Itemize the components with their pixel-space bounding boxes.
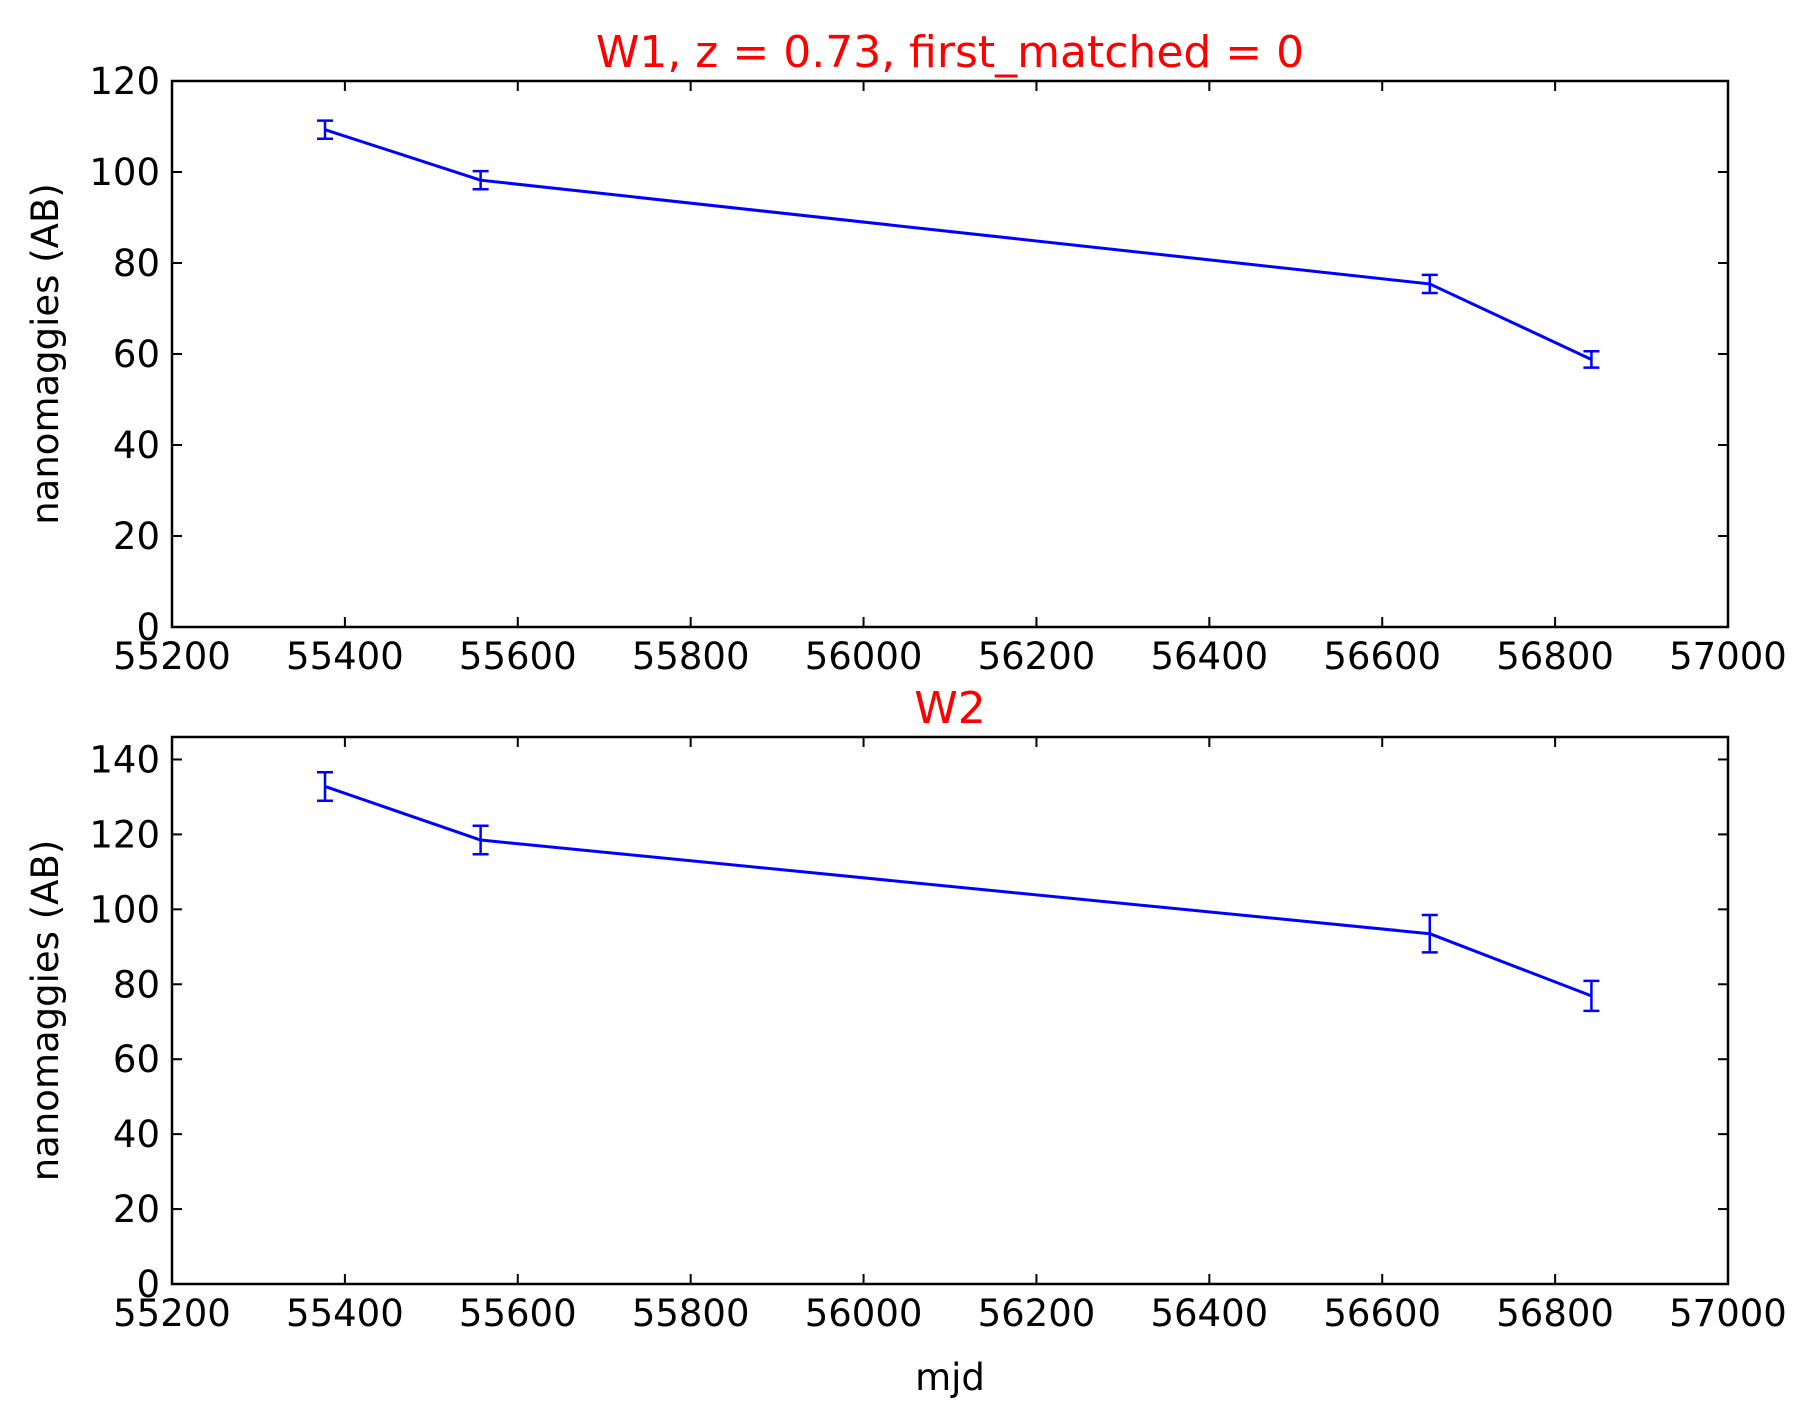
panel-2-ytick-label: 20 [113, 1188, 160, 1231]
panel-2-xtick-label: 56600 [1323, 1292, 1441, 1335]
panel-1-xtick-label: 56800 [1496, 635, 1614, 678]
panel-1-ylabel: nanomaggies (AB) [24, 183, 67, 525]
panel-2-xtick-label: 56800 [1496, 1292, 1614, 1335]
panel-1-ytick-label: 40 [113, 424, 160, 467]
panel-1-axes-frame [170, 79, 1730, 629]
panel-1-title: W1, z = 0.73, first_matched = 0 [596, 27, 1304, 78]
panel-2-series-line [324, 785, 1592, 998]
panel-2-xtick-label: 55400 [286, 1292, 404, 1335]
panel-2-ylabel: nanomaggies (AB) [24, 840, 67, 1182]
panel-1-xtick-label: 56600 [1323, 635, 1441, 678]
panel-2-xtick-label: 56400 [1150, 1292, 1268, 1335]
panel-2-xtick-label: 56000 [805, 1292, 923, 1335]
panel-2-ytick-label: 0 [136, 1263, 160, 1306]
panel-1-ytick-label: 80 [113, 242, 160, 285]
panel-2-ytick-label: 120 [89, 813, 160, 856]
panel-2-xtick-label: 55600 [459, 1292, 577, 1335]
panel-2-ytick-label: 140 [89, 738, 160, 781]
panel-1-xtick-label: 56000 [805, 635, 923, 678]
panel-1-xtick-label: 57000 [1669, 635, 1787, 678]
panel-1-ytick-label: 100 [89, 151, 160, 194]
panel-2-axes-frame [170, 735, 1730, 1286]
panel-1-xtick-label: 55600 [459, 635, 577, 678]
panel-2-xtick-label: 56200 [978, 1292, 1096, 1335]
panel-2-ytick-label: 60 [113, 1038, 160, 1081]
panel-1-xtick-label: 56200 [978, 635, 1096, 678]
panel-2-xtick-label: 55200 [113, 1292, 231, 1335]
panel-1-series-line [324, 128, 1593, 361]
panel-1-ytick-label: 20 [113, 515, 160, 558]
panel-1-ytick-label: 0 [136, 606, 160, 649]
panel-2-xlabel: mjd [915, 1356, 985, 1399]
panel-2-xtick-label: 57000 [1669, 1292, 1787, 1335]
panel-1-xtick-label: 55200 [113, 635, 231, 678]
panel-1-xtick-label: 55400 [286, 635, 404, 678]
panel-2-xtick-label: 55800 [632, 1292, 750, 1335]
panel-1-ytick-label: 60 [113, 333, 160, 376]
panel-2-title: W2 [914, 683, 986, 734]
panel-2-ytick-label: 100 [89, 888, 160, 931]
panel-2-ytick-label: 80 [113, 963, 160, 1006]
panel-1-xtick-label: 56400 [1150, 635, 1268, 678]
panel-2-ytick-label: 40 [113, 1113, 160, 1156]
panel-1-ytick-label: 120 [89, 60, 160, 103]
panel-1-xtick-label: 55800 [632, 635, 750, 678]
